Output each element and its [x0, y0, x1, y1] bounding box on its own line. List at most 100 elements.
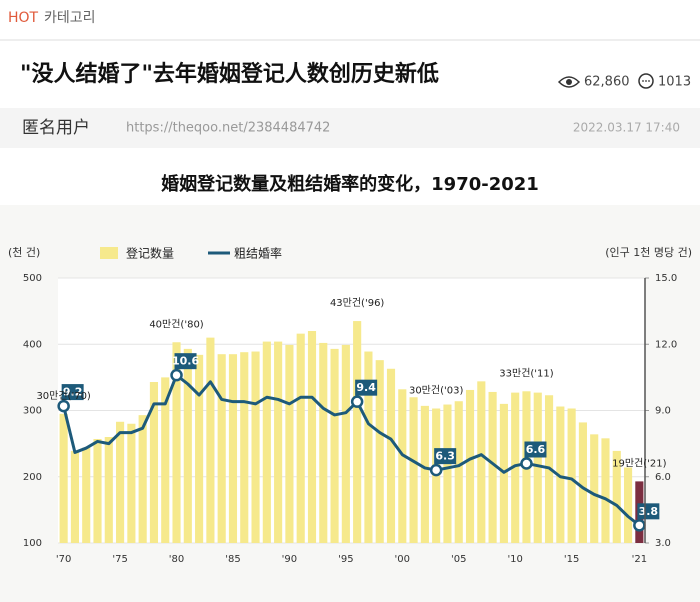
annotation: 40만건('80) [149, 318, 203, 330]
bar [104, 437, 113, 543]
bar [319, 342, 328, 543]
x-tick-label: '70 [56, 554, 71, 565]
chart-title: 婚姻登记数量及粗结婚率的变化，1970-2021 [161, 173, 539, 195]
bar [138, 415, 147, 543]
y-tick-label: 200 [23, 472, 42, 483]
bar [454, 401, 463, 543]
y2-axis-label: (인구 1천 명당 건) [605, 245, 692, 259]
bar [172, 342, 181, 543]
bar [578, 422, 587, 543]
y-tick-label: 100 [23, 538, 42, 549]
data-label: 10.6 [172, 355, 199, 368]
post-url[interactable]: https://theqoo.net/2384484742 [126, 121, 330, 136]
meta-row [0, 108, 700, 148]
bar [127, 423, 136, 543]
data-label-box [434, 448, 457, 465]
annotation: 33만건('11) [499, 367, 553, 379]
bar [533, 392, 542, 543]
y2-tick-label: 3.0 [655, 538, 671, 549]
bar [364, 351, 373, 543]
bar [590, 434, 599, 543]
legend-swatch [100, 247, 118, 259]
bar [386, 368, 396, 543]
y-axis-label: (천 건) [8, 245, 40, 259]
data-label-box [61, 384, 84, 401]
x-tick-label: '80 [169, 554, 184, 565]
category: 카테고리 [44, 10, 96, 26]
x-tick-label: '05 [451, 554, 466, 565]
point-marker [520, 457, 533, 470]
y2-tick-label: 12.0 [655, 339, 677, 350]
bar [398, 389, 407, 543]
views: 62,860 [584, 75, 630, 90]
point-marker [57, 399, 70, 413]
y-tick-label: 500 [23, 273, 42, 284]
data-label: 3.8 [639, 505, 659, 518]
data-label: 6.6 [526, 443, 546, 456]
bar [409, 397, 418, 543]
bar [82, 447, 91, 543]
y2-tick-label: 6.0 [655, 472, 671, 483]
bar [511, 392, 520, 543]
x-tick-label: '10 [507, 554, 522, 565]
annotation: 30만건('03) [409, 385, 463, 397]
annotation: 30만건('70) [36, 390, 90, 402]
bar [420, 405, 429, 543]
bar [443, 404, 452, 543]
point-marker [350, 395, 364, 408]
legend-label: 粗结婚率 [234, 246, 282, 261]
data-label-box [174, 353, 197, 370]
bar [240, 352, 249, 543]
eye-icon [557, 76, 581, 88]
comment-icon [638, 73, 654, 89]
point-marker [633, 519, 646, 532]
y-tick-label: 400 [23, 339, 42, 350]
bar [274, 341, 283, 543]
annotation: 43만건('96) [330, 297, 384, 309]
bar [330, 348, 339, 543]
bar [251, 351, 260, 543]
bar [206, 337, 215, 543]
post-title: "没人结婚了"去年婚姻登记人数创历史新低 [20, 61, 439, 87]
comments: 1013 [658, 75, 691, 90]
bar [488, 391, 497, 543]
y2-tick-label: 15.0 [655, 273, 677, 284]
bar [567, 408, 576, 543]
data-label-box [524, 441, 547, 458]
bar [465, 389, 475, 543]
y2-tick-label: 9.0 [655, 406, 671, 417]
point-marker [429, 463, 443, 477]
bar [217, 354, 226, 543]
y-tick-label: 300 [23, 406, 42, 417]
x-tick-label: '75 [112, 554, 127, 565]
bar [183, 348, 192, 543]
data-label: 9.4 [356, 381, 376, 394]
bar [93, 438, 102, 543]
plot: 100 200 300 400 500 3.0 6.0 9.0 12.0 15.0 '70 '75 '8… [23, 246, 677, 566]
bar [116, 421, 125, 543]
bar [341, 344, 350, 543]
x-tick-label: '85 [225, 554, 240, 565]
post-date: 2022.03.17 17:40 [573, 121, 680, 135]
bar [285, 344, 294, 543]
bar [375, 360, 384, 543]
bar [556, 406, 565, 543]
annotation: 19만건('21) [612, 457, 666, 469]
line [62, 373, 641, 527]
x-tick-label: '95 [338, 554, 353, 565]
bar [601, 438, 610, 543]
author: 匿名用户 [22, 118, 90, 138]
hot-badge: HOT [8, 10, 39, 26]
data-label: 9.2 [63, 386, 83, 399]
bar [353, 321, 362, 543]
bar [307, 331, 317, 543]
bar [296, 333, 305, 543]
bar [477, 381, 486, 543]
bar [195, 354, 204, 543]
point-marker [170, 368, 183, 382]
legend-label: 登记数量 [126, 246, 174, 261]
x-tick-label: '21 [632, 554, 647, 565]
x-tick-label: '15 [564, 554, 579, 565]
